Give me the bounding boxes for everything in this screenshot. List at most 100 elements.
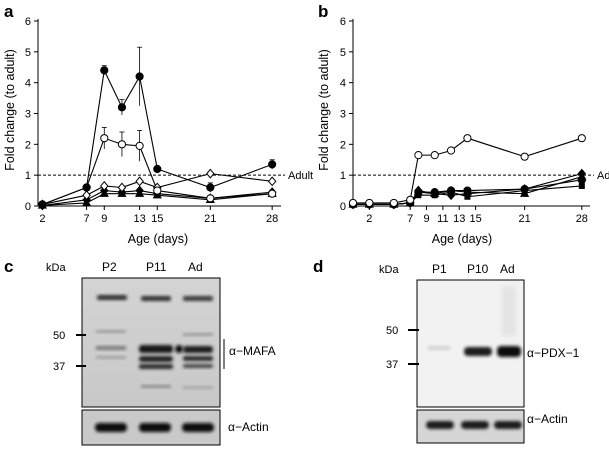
blot-d-marker-50: 50 [386, 325, 398, 337]
blot-c-lane-2: P11 [146, 260, 167, 274]
blot-c-lane-3: Ad [188, 260, 203, 274]
y-tick-label: 2 [25, 139, 31, 151]
data-point [414, 188, 423, 197]
blot-c-marker-37: 37 [53, 361, 65, 373]
chart-b: 0 1 2 3 4 5 6 2 79 11 13 15 21 28 Adult [340, 16, 609, 225]
y-tick-label: 2 [340, 139, 346, 151]
data-point [446, 186, 456, 195]
blot-c-band [139, 356, 173, 362]
blot-c-band [183, 386, 213, 389]
x-tick-label: 7 [407, 213, 413, 225]
series-line [353, 173, 582, 206]
data-point [135, 176, 144, 187]
data-point [82, 183, 91, 192]
blot-c-actin-band [182, 423, 214, 432]
blot-d-actin-band [461, 421, 489, 429]
blot-c-band [183, 333, 213, 336]
blot-d-band [502, 286, 516, 336]
y-tick-label: 3 [340, 109, 346, 121]
blot-d-target-label: α−PDX−1 [527, 346, 580, 360]
y-tick-label: 1 [340, 170, 346, 182]
data-point [206, 168, 215, 179]
data-point [446, 146, 456, 155]
series-line [42, 190, 273, 206]
panel-letter-b: b [318, 2, 328, 21]
x-tick-label: 13 [133, 213, 145, 225]
series-line [42, 68, 273, 205]
data-point [117, 182, 127, 193]
panel-d: d kDa P1 P10 Ad 50 37 α−PDX−1 α−Actin [313, 257, 580, 444]
data-point [117, 103, 127, 112]
data-point [430, 188, 439, 197]
data-point [406, 195, 415, 204]
blot-d-kda-label: kDa [379, 264, 399, 276]
blot-c-band [141, 385, 171, 388]
blot-d-band [464, 347, 492, 356]
blot-c-band [183, 364, 213, 368]
y-tick-label: 3 [25, 109, 31, 121]
x-tick-label: 7 [84, 213, 90, 225]
data-point [577, 134, 586, 143]
blot-c-spot [175, 345, 183, 353]
data-point [268, 160, 277, 169]
data-point [520, 184, 529, 194]
data-point [463, 134, 472, 143]
data-point [100, 66, 109, 75]
data-point [520, 152, 529, 161]
data-point [82, 198, 92, 207]
panel-letter-c: c [4, 257, 13, 276]
panel-letter-d: d [313, 257, 323, 276]
y-tick-label: 1 [25, 170, 31, 182]
panel-letter-a: a [4, 2, 14, 21]
x-tick-label: 15 [469, 213, 481, 225]
blot-d-lane-2: P10 [467, 262, 489, 276]
data-point [268, 189, 277, 198]
x-tick-label: 21 [518, 213, 530, 225]
y-tick-label: 6 [340, 16, 346, 28]
y-tick-label: 6 [25, 16, 31, 28]
x-tick-label: 15 [151, 213, 163, 225]
x-tick-label: 21 [204, 213, 216, 225]
blot-c-kda-label: kDa [46, 262, 66, 274]
series-line [42, 193, 273, 206]
blot-c-band [96, 356, 126, 359]
y-tick-label: 4 [340, 78, 346, 90]
x-tick-label: 2 [39, 213, 45, 225]
blot-d-main-membrane [416, 279, 525, 408]
data-point [135, 72, 144, 81]
blot-d-marker-37: 37 [386, 359, 398, 371]
data-point [389, 198, 398, 208]
panel-c: c kDa P2 P11 Ad [4, 257, 276, 446]
data-point [365, 198, 374, 208]
x-tick-label: 28 [266, 213, 278, 225]
blot-c-band [96, 346, 126, 350]
blot-d-actin-band [494, 421, 522, 429]
data-point [578, 182, 585, 189]
blot-d-lane-3: Ad [500, 262, 515, 276]
blot-c-actin-band [95, 423, 127, 432]
y-tick-label: 5 [340, 47, 346, 59]
blot-d-lane-1: P1 [432, 262, 447, 276]
blot-c-band [183, 356, 213, 361]
data-point [414, 151, 423, 160]
blot-d-band [428, 346, 450, 350]
data-point [577, 175, 586, 184]
x-tick-label: 13 [453, 213, 465, 225]
chart-b-ylabel: Fold change (to adult) [317, 49, 331, 171]
y-tick-label: 0 [25, 201, 31, 213]
adult-reference-label: Adult [288, 170, 313, 182]
panel-b: b 0 1 2 3 4 5 6 2 79 11 13 15 21 28 Adult Fold change … [317, 2, 609, 246]
data-point [135, 141, 144, 150]
blot-c-marker-50: 50 [53, 330, 65, 342]
x-tick-label: 2 [366, 213, 372, 225]
data-point [153, 186, 162, 195]
y-tick-label: 4 [25, 78, 31, 90]
chart-a-xlabel: Age (days) [128, 232, 188, 246]
blot-c-band [96, 330, 126, 333]
data-point [135, 188, 145, 197]
data-point [38, 200, 47, 209]
series-line [353, 137, 582, 204]
series-line [42, 173, 273, 205]
chart-b-xlabel: Age (days) [432, 232, 492, 246]
